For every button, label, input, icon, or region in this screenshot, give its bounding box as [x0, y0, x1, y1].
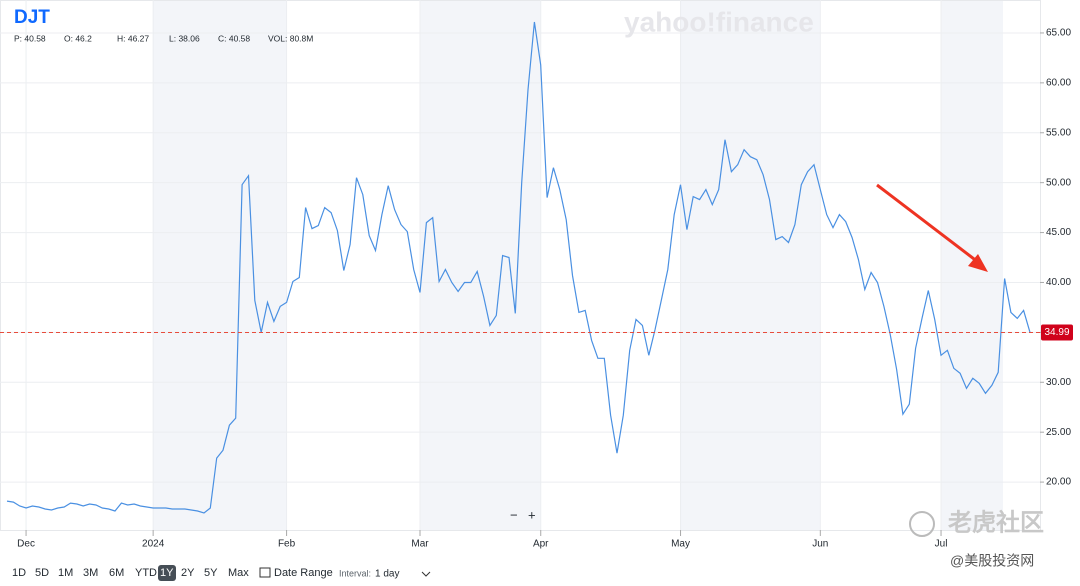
dropdown[interactable] — [421, 571, 431, 577]
y-tick-label: 55.00 — [1046, 127, 1071, 138]
interval[interactable]: 1 day — [375, 569, 399, 580]
x-tick-label: May — [671, 539, 690, 550]
logo — [909, 511, 935, 537]
range-button[interactable]: YTD — [135, 567, 157, 579]
x-tick-label: Mar — [411, 539, 429, 550]
x-tick-label: 2024 — [142, 539, 165, 550]
ticker: DJT — [14, 7, 50, 28]
y-tick-label: 60.00 — [1046, 77, 1071, 88]
range-button[interactable]: 3M — [83, 567, 98, 579]
stat: P: 40.58 — [14, 33, 46, 43]
x-tick-label: Apr — [533, 539, 549, 550]
y-tick-label: 25.00 — [1046, 427, 1071, 438]
range-button[interactable]: 5D — [35, 567, 49, 579]
x-tick-label: Jun — [812, 539, 828, 550]
stat: H: 46.27 — [117, 33, 149, 43]
stat: VOL: 80.8M — [268, 33, 313, 43]
stat: L: 38.06 — [169, 33, 200, 43]
range-button[interactable]: 1D — [12, 567, 26, 579]
calendar-icon — [259, 567, 271, 578]
x-tick-label: Dec — [17, 539, 35, 550]
range-button[interactable]: 1M — [58, 567, 73, 579]
site: @美股投资网 — [950, 553, 1034, 569]
arrow-head — [968, 254, 988, 272]
watermark: yahoo!finance — [624, 6, 814, 37]
range-button[interactable]: 2Y — [181, 567, 195, 579]
x-tick-label: Feb — [278, 539, 296, 550]
y-tick-label: 65.00 — [1046, 28, 1071, 39]
range-button[interactable]: 1Y — [160, 567, 174, 579]
month-shade — [153, 0, 287, 530]
x-tick-label: Jul — [935, 539, 948, 550]
month-shade — [680, 0, 821, 530]
stat: O: 46.2 — [64, 33, 92, 43]
last-price-label: 34.99 — [1044, 327, 1069, 338]
range-button[interactable]: 6M — [109, 567, 124, 579]
plot-border — [0, 0, 1041, 531]
last-price-box — [1041, 324, 1073, 341]
interval-label: Interval: — [339, 568, 371, 578]
price-line — [6, 21, 1031, 514]
date-range[interactable]: Date Range — [274, 567, 333, 579]
y-tick-label: 40.00 — [1046, 277, 1071, 288]
zoom-out[interactable]: − — [510, 507, 518, 522]
zoom-in[interactable]: + — [528, 507, 536, 522]
stat: C: 40.58 — [218, 33, 250, 43]
community: 老虎社区 — [948, 508, 1044, 536]
y-tick-label: 30.00 — [1046, 377, 1071, 388]
month-shade — [420, 0, 541, 530]
range-selected — [158, 565, 176, 581]
y-tick-label: 20.00 — [1046, 477, 1071, 488]
arrow — [876, 183, 979, 264]
range-button[interactable]: 5Y — [204, 567, 218, 579]
y-tick-label: 45.00 — [1046, 227, 1071, 238]
range-button[interactable]: Max — [228, 567, 249, 579]
y-tick-label: 50.00 — [1046, 177, 1071, 188]
